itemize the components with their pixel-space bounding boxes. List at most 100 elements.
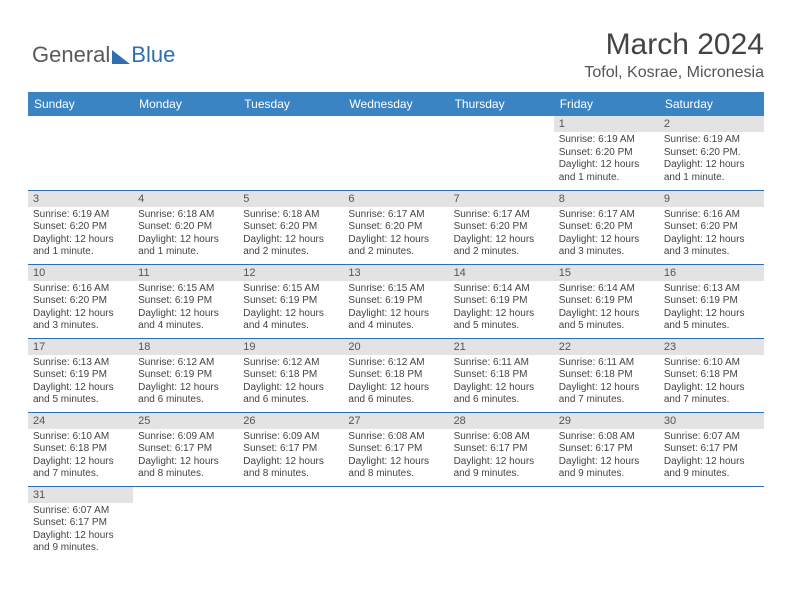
day-number: 25 bbox=[133, 413, 238, 429]
day-details: Sunrise: 6:11 AMSunset: 6:18 PMDaylight:… bbox=[554, 355, 659, 411]
day-details: Sunrise: 6:10 AMSunset: 6:18 PMDaylight:… bbox=[659, 355, 764, 411]
calendar-cell: 1Sunrise: 6:19 AMSunset: 6:20 PMDaylight… bbox=[554, 116, 659, 190]
day-number: 1 bbox=[554, 116, 659, 132]
day-details: Sunrise: 6:14 AMSunset: 6:19 PMDaylight:… bbox=[449, 281, 554, 337]
day-number: 16 bbox=[659, 265, 764, 281]
calendar-cell: 10Sunrise: 6:16 AMSunset: 6:20 PMDayligh… bbox=[28, 264, 133, 338]
day-number: 30 bbox=[659, 413, 764, 429]
calendar-cell: 30Sunrise: 6:07 AMSunset: 6:17 PMDayligh… bbox=[659, 412, 764, 486]
day-number: 15 bbox=[554, 265, 659, 281]
day-number: 12 bbox=[238, 265, 343, 281]
calendar-cell bbox=[449, 486, 554, 560]
calendar-row: 10Sunrise: 6:16 AMSunset: 6:20 PMDayligh… bbox=[28, 264, 764, 338]
day-details: Sunrise: 6:15 AMSunset: 6:19 PMDaylight:… bbox=[343, 281, 448, 337]
day-details: Sunrise: 6:09 AMSunset: 6:17 PMDaylight:… bbox=[238, 429, 343, 485]
calendar-cell: 26Sunrise: 6:09 AMSunset: 6:17 PMDayligh… bbox=[238, 412, 343, 486]
day-details: Sunrise: 6:18 AMSunset: 6:20 PMDaylight:… bbox=[238, 207, 343, 263]
calendar-cell: 25Sunrise: 6:09 AMSunset: 6:17 PMDayligh… bbox=[133, 412, 238, 486]
calendar-cell bbox=[343, 116, 448, 190]
weekday-header: Friday bbox=[554, 92, 659, 116]
calendar-cell: 15Sunrise: 6:14 AMSunset: 6:19 PMDayligh… bbox=[554, 264, 659, 338]
day-details bbox=[343, 120, 448, 126]
calendar-cell: 4Sunrise: 6:18 AMSunset: 6:20 PMDaylight… bbox=[133, 190, 238, 264]
calendar-cell: 18Sunrise: 6:12 AMSunset: 6:19 PMDayligh… bbox=[133, 338, 238, 412]
day-details: Sunrise: 6:16 AMSunset: 6:20 PMDaylight:… bbox=[659, 207, 764, 263]
calendar-cell: 8Sunrise: 6:17 AMSunset: 6:20 PMDaylight… bbox=[554, 190, 659, 264]
day-details bbox=[449, 491, 554, 497]
calendar-cell: 9Sunrise: 6:16 AMSunset: 6:20 PMDaylight… bbox=[659, 190, 764, 264]
day-number: 5 bbox=[238, 191, 343, 207]
day-details: Sunrise: 6:14 AMSunset: 6:19 PMDaylight:… bbox=[554, 281, 659, 337]
logo-text-1: General bbox=[32, 42, 110, 68]
calendar-cell: 6Sunrise: 6:17 AMSunset: 6:20 PMDaylight… bbox=[343, 190, 448, 264]
day-details bbox=[343, 491, 448, 497]
day-number: 9 bbox=[659, 191, 764, 207]
day-number: 31 bbox=[28, 487, 133, 503]
day-details: Sunrise: 6:11 AMSunset: 6:18 PMDaylight:… bbox=[449, 355, 554, 411]
day-details bbox=[238, 491, 343, 497]
day-number: 19 bbox=[238, 339, 343, 355]
day-details: Sunrise: 6:13 AMSunset: 6:19 PMDaylight:… bbox=[659, 281, 764, 337]
day-details: Sunrise: 6:16 AMSunset: 6:20 PMDaylight:… bbox=[28, 281, 133, 337]
day-details: Sunrise: 6:12 AMSunset: 6:18 PMDaylight:… bbox=[343, 355, 448, 411]
day-details: Sunrise: 6:17 AMSunset: 6:20 PMDaylight:… bbox=[554, 207, 659, 263]
day-details: Sunrise: 6:19 AMSunset: 6:20 PMDaylight:… bbox=[28, 207, 133, 263]
day-details bbox=[133, 120, 238, 126]
day-details: Sunrise: 6:13 AMSunset: 6:19 PMDaylight:… bbox=[28, 355, 133, 411]
calendar-cell bbox=[343, 486, 448, 560]
calendar-cell: 2Sunrise: 6:19 AMSunset: 6:20 PM.Dayligh… bbox=[659, 116, 764, 190]
day-number: 13 bbox=[343, 265, 448, 281]
day-number: 27 bbox=[343, 413, 448, 429]
day-number: 7 bbox=[449, 191, 554, 207]
day-details: Sunrise: 6:19 AMSunset: 6:20 PM.Daylight… bbox=[659, 132, 764, 188]
calendar-cell bbox=[133, 116, 238, 190]
day-details bbox=[449, 120, 554, 126]
calendar-cell: 19Sunrise: 6:12 AMSunset: 6:18 PMDayligh… bbox=[238, 338, 343, 412]
weekday-header: Wednesday bbox=[343, 92, 448, 116]
day-details bbox=[133, 491, 238, 497]
weekday-header: Thursday bbox=[449, 92, 554, 116]
calendar-cell: 13Sunrise: 6:15 AMSunset: 6:19 PMDayligh… bbox=[343, 264, 448, 338]
logo: General Blue bbox=[32, 42, 175, 68]
day-number: 20 bbox=[343, 339, 448, 355]
day-details: Sunrise: 6:07 AMSunset: 6:17 PMDaylight:… bbox=[28, 503, 133, 559]
day-number: 26 bbox=[238, 413, 343, 429]
day-details bbox=[554, 491, 659, 497]
calendar-row: 24Sunrise: 6:10 AMSunset: 6:18 PMDayligh… bbox=[28, 412, 764, 486]
day-number: 3 bbox=[28, 191, 133, 207]
day-number: 6 bbox=[343, 191, 448, 207]
day-details: Sunrise: 6:19 AMSunset: 6:20 PMDaylight:… bbox=[554, 132, 659, 188]
calendar-cell: 20Sunrise: 6:12 AMSunset: 6:18 PMDayligh… bbox=[343, 338, 448, 412]
calendar-cell bbox=[449, 116, 554, 190]
day-number: 28 bbox=[449, 413, 554, 429]
day-details: Sunrise: 6:17 AMSunset: 6:20 PMDaylight:… bbox=[449, 207, 554, 263]
calendar-row: 1Sunrise: 6:19 AMSunset: 6:20 PMDaylight… bbox=[28, 116, 764, 190]
calendar-cell: 11Sunrise: 6:15 AMSunset: 6:19 PMDayligh… bbox=[133, 264, 238, 338]
calendar-cell bbox=[28, 116, 133, 190]
calendar-cell bbox=[238, 486, 343, 560]
calendar-cell bbox=[133, 486, 238, 560]
day-details bbox=[238, 120, 343, 126]
day-number: 23 bbox=[659, 339, 764, 355]
calendar-cell: 21Sunrise: 6:11 AMSunset: 6:18 PMDayligh… bbox=[449, 338, 554, 412]
calendar-cell: 3Sunrise: 6:19 AMSunset: 6:20 PMDaylight… bbox=[28, 190, 133, 264]
day-details: Sunrise: 6:08 AMSunset: 6:17 PMDaylight:… bbox=[554, 429, 659, 485]
day-number: 21 bbox=[449, 339, 554, 355]
day-number: 18 bbox=[133, 339, 238, 355]
logo-text-2: Blue bbox=[131, 42, 175, 68]
calendar-cell bbox=[238, 116, 343, 190]
day-details: Sunrise: 6:15 AMSunset: 6:19 PMDaylight:… bbox=[133, 281, 238, 337]
day-details: Sunrise: 6:15 AMSunset: 6:19 PMDaylight:… bbox=[238, 281, 343, 337]
calendar-cell: 29Sunrise: 6:08 AMSunset: 6:17 PMDayligh… bbox=[554, 412, 659, 486]
calendar-cell: 22Sunrise: 6:11 AMSunset: 6:18 PMDayligh… bbox=[554, 338, 659, 412]
calendar-cell: 31Sunrise: 6:07 AMSunset: 6:17 PMDayligh… bbox=[28, 486, 133, 560]
calendar-row: 3Sunrise: 6:19 AMSunset: 6:20 PMDaylight… bbox=[28, 190, 764, 264]
day-number: 4 bbox=[133, 191, 238, 207]
calendar-cell: 14Sunrise: 6:14 AMSunset: 6:19 PMDayligh… bbox=[449, 264, 554, 338]
calendar-table: Sunday Monday Tuesday Wednesday Thursday… bbox=[28, 92, 764, 560]
day-details: Sunrise: 6:18 AMSunset: 6:20 PMDaylight:… bbox=[133, 207, 238, 263]
day-number: 29 bbox=[554, 413, 659, 429]
day-number: 2 bbox=[659, 116, 764, 132]
weekday-header-row: Sunday Monday Tuesday Wednesday Thursday… bbox=[28, 92, 764, 116]
day-details: Sunrise: 6:12 AMSunset: 6:19 PMDaylight:… bbox=[133, 355, 238, 411]
